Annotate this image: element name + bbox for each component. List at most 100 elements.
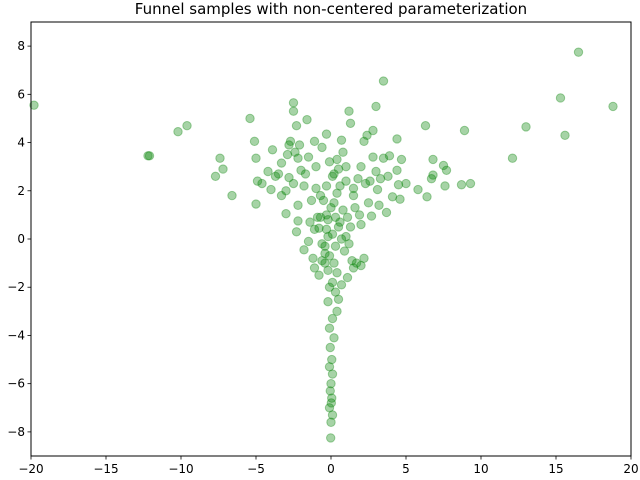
data-point [378, 76, 389, 86]
data-point [299, 245, 309, 255]
data-point [329, 258, 339, 268]
data-point [303, 236, 314, 247]
data-point [143, 151, 153, 161]
data-point [348, 263, 359, 273]
data-point [252, 176, 263, 186]
data-point [341, 161, 351, 172]
data-point [326, 433, 336, 443]
data-point [365, 176, 375, 186]
data-point [299, 181, 309, 191]
data-point [324, 403, 335, 413]
data-point [144, 151, 155, 161]
data-point [353, 174, 363, 184]
data-point [326, 202, 336, 213]
data-point [368, 152, 378, 162]
data-point [276, 190, 287, 201]
data-point [395, 194, 405, 204]
data-point [465, 178, 476, 189]
data-point [441, 165, 452, 175]
data-point [320, 241, 330, 251]
data-point [359, 253, 369, 263]
y-tick-label: −2 [7, 280, 25, 294]
data-point [336, 280, 347, 290]
data-point [309, 224, 320, 235]
data-point [359, 136, 369, 147]
data-point [218, 164, 228, 174]
data-point [573, 47, 584, 57]
data-point [330, 212, 341, 223]
data-point [327, 171, 338, 182]
data-point [348, 190, 359, 201]
data-point [29, 100, 39, 110]
x-tick-label: −5 [247, 462, 265, 476]
data-point [321, 224, 332, 235]
data-point [608, 101, 618, 112]
data-point [329, 333, 339, 343]
data-point [285, 136, 296, 147]
data-point [267, 145, 278, 155]
data-point [521, 122, 531, 132]
data-point [324, 282, 335, 292]
data-point [345, 222, 356, 232]
data-point [294, 140, 305, 150]
data-point [315, 212, 326, 223]
data-point [309, 136, 320, 147]
y-tick-label: 8 [17, 39, 25, 53]
data-point [327, 277, 338, 288]
data-point [325, 342, 335, 353]
plot-frame [30, 21, 632, 457]
data-point [413, 184, 423, 195]
data-point [326, 417, 336, 427]
data-point [317, 142, 327, 153]
data-point [381, 207, 392, 218]
data-point [182, 120, 192, 131]
x-tick-label: 0 [327, 462, 335, 476]
data-point [270, 171, 281, 182]
data-point [327, 393, 337, 403]
data-point [339, 246, 350, 256]
data-point [263, 166, 273, 177]
data-point [371, 166, 381, 177]
data-point [317, 239, 327, 249]
y-tick-label: 4 [17, 136, 25, 150]
data-point [333, 164, 344, 174]
data-point [335, 217, 345, 227]
data-point [428, 154, 438, 165]
data-point [327, 313, 338, 324]
data-point [342, 272, 353, 283]
data-point [332, 268, 342, 278]
data-point [363, 198, 374, 208]
data-point [333, 294, 344, 304]
data-point [308, 253, 318, 263]
data-point [309, 263, 320, 273]
data-point [311, 161, 321, 172]
data-point [324, 251, 335, 261]
data-point [315, 190, 326, 201]
data-point [368, 125, 378, 136]
data-point [324, 323, 335, 333]
data-point [438, 160, 449, 171]
data-point [321, 129, 332, 139]
data-point [293, 200, 303, 210]
data-point [305, 217, 315, 227]
data-point [356, 161, 366, 172]
data-point [273, 169, 284, 179]
data-point [426, 174, 437, 184]
data-point [420, 120, 431, 131]
data-point [288, 106, 299, 116]
data-point [284, 140, 294, 150]
x-tick-label: −15 [93, 462, 118, 476]
data-point [323, 265, 333, 276]
data-point [342, 212, 353, 223]
data-point [456, 180, 467, 190]
data-point [378, 153, 389, 163]
chart-title: Funnel samples with non-centered paramet… [135, 0, 527, 18]
data-point [327, 369, 338, 379]
x-tick-label: 20 [623, 462, 638, 476]
data-point [324, 157, 335, 167]
data-point [362, 130, 372, 141]
y-tick-label: −6 [7, 377, 25, 391]
data-point [366, 211, 377, 221]
data-point [291, 227, 302, 237]
x-tick-label: 10 [473, 462, 488, 476]
